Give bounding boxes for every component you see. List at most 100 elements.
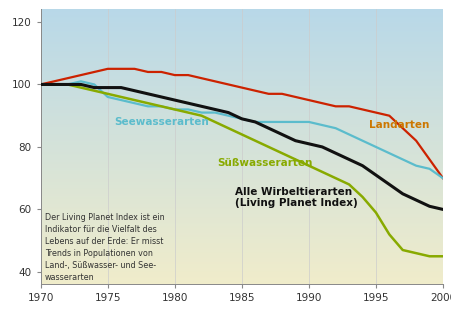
- Bar: [41, 151, 442, 152]
- Bar: [41, 53, 442, 54]
- Bar: [41, 126, 442, 127]
- Bar: [41, 141, 442, 142]
- Bar: [41, 233, 442, 234]
- Bar: [41, 269, 442, 270]
- Bar: [41, 274, 442, 275]
- Bar: [41, 94, 442, 95]
- Bar: [41, 71, 442, 72]
- Bar: [41, 66, 442, 67]
- Bar: [41, 56, 442, 57]
- Bar: [41, 82, 442, 83]
- Bar: [41, 80, 442, 81]
- Bar: [41, 206, 442, 207]
- Bar: [41, 185, 442, 186]
- Bar: [41, 251, 442, 252]
- Bar: [41, 78, 442, 79]
- Bar: [41, 39, 442, 40]
- Bar: [41, 134, 442, 135]
- Bar: [41, 104, 442, 105]
- Bar: [41, 150, 442, 151]
- Bar: [41, 91, 442, 92]
- Bar: [41, 57, 442, 58]
- Bar: [41, 221, 442, 222]
- Bar: [41, 271, 442, 272]
- Bar: [41, 15, 442, 16]
- Bar: [41, 136, 442, 137]
- Bar: [41, 49, 442, 50]
- Bar: [41, 194, 442, 195]
- Bar: [41, 262, 442, 263]
- Bar: [41, 58, 442, 59]
- Bar: [41, 75, 442, 76]
- Bar: [41, 196, 442, 197]
- Bar: [41, 140, 442, 141]
- Bar: [41, 37, 442, 38]
- Bar: [41, 202, 442, 203]
- Text: Der Living Planet Index ist ein
Indikator für die Vielfalt des
Lebens auf der Er: Der Living Planet Index ist ein Indikato…: [45, 213, 164, 282]
- Bar: [41, 52, 442, 53]
- Bar: [41, 236, 442, 237]
- Bar: [41, 22, 442, 23]
- Bar: [41, 133, 442, 134]
- Bar: [41, 282, 442, 283]
- Bar: [41, 99, 442, 100]
- Bar: [41, 137, 442, 138]
- Bar: [41, 17, 442, 18]
- Bar: [41, 46, 442, 47]
- Bar: [41, 85, 442, 86]
- Bar: [41, 199, 442, 200]
- Bar: [41, 175, 442, 176]
- Bar: [41, 277, 442, 278]
- Bar: [41, 234, 442, 235]
- Bar: [41, 135, 442, 136]
- Bar: [41, 9, 442, 10]
- Bar: [41, 106, 442, 107]
- Bar: [41, 28, 442, 29]
- Bar: [41, 72, 442, 73]
- Bar: [41, 98, 442, 99]
- Bar: [41, 11, 442, 12]
- Bar: [41, 208, 442, 209]
- Bar: [41, 280, 442, 281]
- Bar: [41, 74, 442, 75]
- Text: Süßwasserarten: Süßwasserarten: [217, 158, 313, 168]
- Bar: [41, 64, 442, 65]
- Bar: [41, 258, 442, 259]
- Bar: [41, 152, 442, 153]
- Bar: [41, 125, 442, 126]
- Bar: [41, 193, 442, 194]
- Bar: [41, 81, 442, 82]
- Bar: [41, 14, 442, 15]
- Bar: [41, 21, 442, 22]
- Bar: [41, 67, 442, 68]
- Bar: [41, 65, 442, 66]
- Bar: [41, 34, 442, 35]
- Bar: [41, 186, 442, 187]
- Bar: [41, 124, 442, 125]
- Bar: [41, 215, 442, 216]
- Bar: [41, 226, 442, 227]
- Bar: [41, 38, 442, 39]
- Bar: [41, 16, 442, 17]
- Bar: [41, 239, 442, 240]
- Bar: [41, 169, 442, 170]
- Bar: [41, 95, 442, 96]
- Bar: [41, 114, 442, 115]
- Bar: [41, 176, 442, 177]
- Bar: [41, 31, 442, 32]
- Bar: [41, 253, 442, 254]
- Bar: [41, 214, 442, 215]
- Bar: [41, 127, 442, 128]
- Bar: [41, 183, 442, 184]
- Bar: [41, 257, 442, 258]
- Bar: [41, 105, 442, 106]
- Bar: [41, 249, 442, 250]
- Bar: [41, 156, 442, 157]
- Bar: [41, 83, 442, 84]
- Bar: [41, 158, 442, 159]
- Bar: [41, 201, 442, 202]
- Bar: [41, 20, 442, 21]
- Bar: [41, 179, 442, 180]
- Bar: [41, 55, 442, 56]
- Bar: [41, 283, 442, 284]
